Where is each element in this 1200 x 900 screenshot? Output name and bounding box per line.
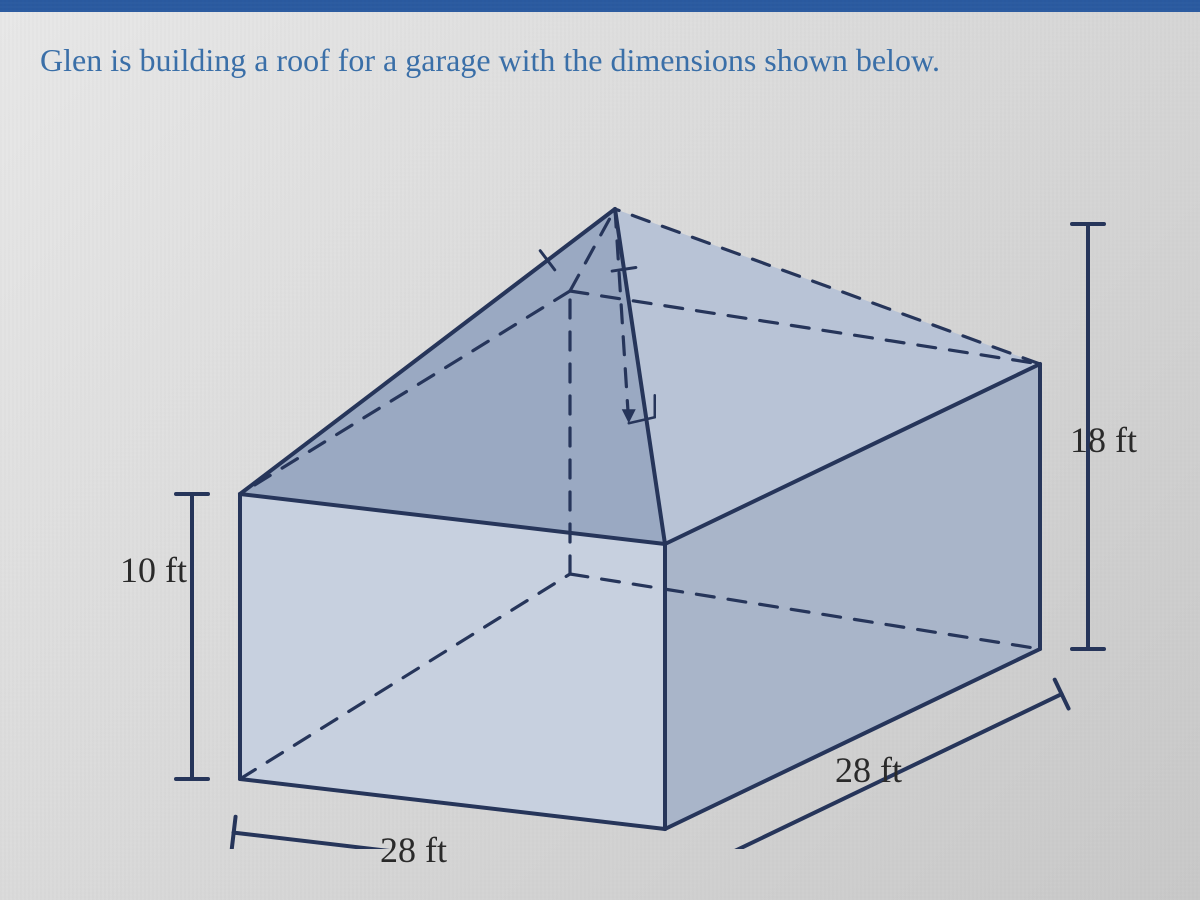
- dim-label-total-right: 18 ft: [1070, 419, 1137, 461]
- content-area: Glen is building a roof for a garage wit…: [0, 12, 1200, 879]
- solid-diagram: [50, 89, 1150, 849]
- figure: 10 ft 18 ft 28 ft 28 ft: [50, 89, 1150, 849]
- dim-label-wall-left: 10 ft: [120, 549, 187, 591]
- dim-label-base-side: 28 ft: [835, 749, 902, 791]
- window-topbar: [0, 0, 1200, 12]
- dim-label-base-front: 28 ft: [380, 829, 447, 871]
- question-text: Glen is building a roof for a garage wit…: [40, 42, 1160, 79]
